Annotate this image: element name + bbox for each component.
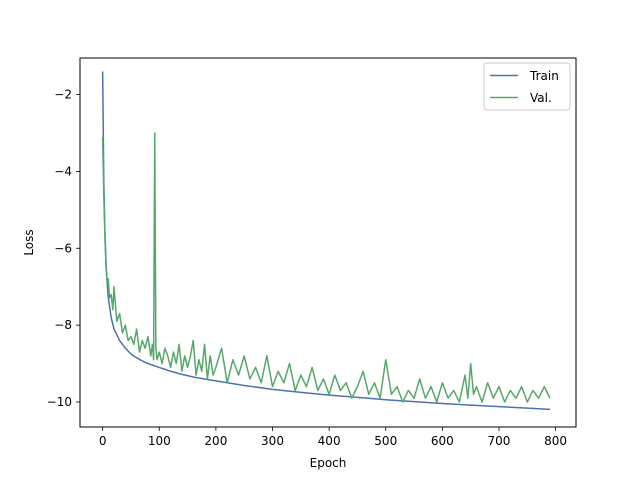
x-tick-label: 800 xyxy=(544,434,567,448)
x-tick-label: 300 xyxy=(261,434,284,448)
y-tick-label: −8 xyxy=(54,318,72,332)
x-tick-label: 600 xyxy=(431,434,454,448)
x-tick-label: 700 xyxy=(488,434,511,448)
x-axis: 0 100 200 300 400 500 600 700 800 xyxy=(99,427,567,448)
x-tick-label: 100 xyxy=(148,434,171,448)
y-axis: −2 −4 −6 −8 −10 xyxy=(47,88,80,409)
y-tick-label: −6 xyxy=(54,241,72,255)
plot-lines xyxy=(101,71,551,411)
y-axis-title: Loss xyxy=(22,229,36,255)
series-line-train xyxy=(101,71,550,411)
x-tick-label: 200 xyxy=(204,434,227,448)
x-axis-title: Epoch xyxy=(310,456,347,470)
legend: Train Val. xyxy=(483,62,571,111)
y-tick-label: −10 xyxy=(47,395,72,409)
y-tick-label: −4 xyxy=(54,164,72,178)
plot-frame xyxy=(79,57,577,428)
y-tick-label: −2 xyxy=(54,88,72,102)
x-tick-label: 500 xyxy=(374,434,397,448)
x-tick-label: 0 xyxy=(99,434,107,448)
legend-train-label: Train xyxy=(529,69,559,83)
x-tick-label: 400 xyxy=(318,434,341,448)
series-line-val xyxy=(101,132,551,403)
legend-val-label: Val. xyxy=(530,91,552,105)
